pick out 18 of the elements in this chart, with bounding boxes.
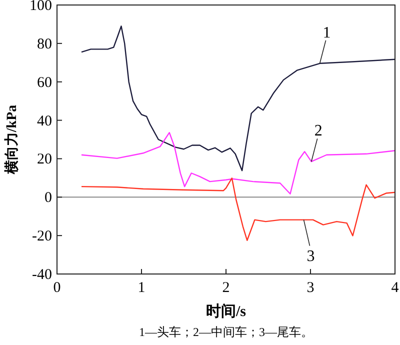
x-tick-label: 1 <box>138 280 146 296</box>
x-tick-label: 4 <box>391 280 400 296</box>
y-tick-label: 60 <box>37 74 52 91</box>
y-tick-label: -20 <box>32 228 52 245</box>
x-tick-label: 3 <box>306 280 314 296</box>
y-tick-label: 80 <box>37 36 52 52</box>
y-tick-label: 100 <box>30 0 52 14</box>
annotation: 1 <box>322 24 331 42</box>
x-axis-title: 时间/s <box>206 303 246 320</box>
y-tick-label: 40 <box>37 113 52 130</box>
text: 1—头车；2—中间车；3—尾车。 <box>139 325 313 339</box>
y-axis-title: 横向力/kPa <box>4 104 20 176</box>
x-tick-label: 2 <box>222 280 230 296</box>
annotation: 3 <box>306 248 315 265</box>
y-tick-label: 0 <box>44 190 52 206</box>
y-tick-label: -40 <box>32 267 52 283</box>
y-tick-label: 20 <box>37 152 52 168</box>
annotation: 2 <box>314 122 322 140</box>
